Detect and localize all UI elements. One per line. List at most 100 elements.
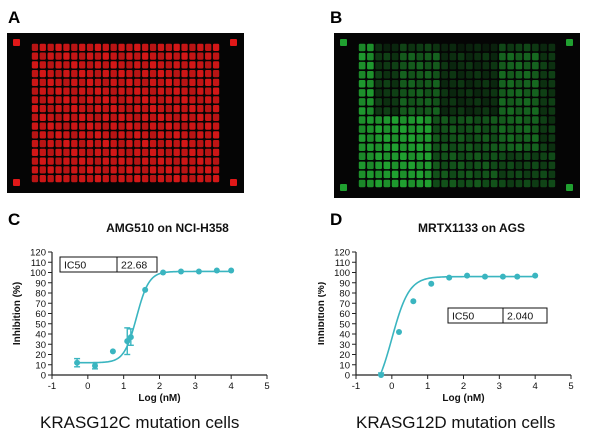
plate-well — [449, 80, 457, 88]
plate-well — [540, 179, 547, 188]
plate-well — [197, 113, 204, 121]
plate-a-image — [7, 33, 244, 193]
plate-well — [126, 61, 133, 69]
plate-well — [540, 70, 547, 79]
plate-well — [79, 166, 86, 174]
plate-well — [86, 61, 94, 69]
plate-well — [457, 80, 465, 88]
plate-well — [86, 96, 94, 104]
y-tick-label: 50 — [35, 319, 46, 330]
plate-well — [532, 116, 539, 124]
plate-well — [149, 113, 157, 121]
plate-well — [441, 134, 448, 142]
plate-well — [79, 78, 86, 86]
y-tick-label: 30 — [35, 340, 46, 351]
plate-well — [375, 125, 382, 133]
plate-well — [181, 113, 188, 121]
plate-well — [47, 148, 54, 156]
plate-well — [173, 122, 180, 130]
x-tick-label: -1 — [48, 381, 56, 392]
plate-well — [173, 87, 180, 95]
plate-well — [416, 134, 424, 142]
plate-well — [441, 179, 448, 188]
plate-well — [466, 43, 473, 52]
plate-well — [118, 105, 125, 113]
plate-well — [126, 43, 133, 51]
plate-well — [212, 43, 220, 51]
plate-well — [408, 61, 415, 70]
plate-well — [367, 125, 374, 133]
plate-well — [31, 52, 39, 60]
plate-well — [375, 80, 382, 88]
plate-well — [416, 152, 424, 161]
plate-well — [212, 52, 220, 60]
plate-well — [441, 125, 448, 133]
plate-well — [523, 161, 531, 170]
plate-well — [540, 52, 547, 61]
plate-well — [142, 131, 149, 139]
plate-well — [383, 43, 391, 52]
data-point — [396, 328, 402, 335]
plate-well — [157, 52, 165, 60]
plate-well — [466, 70, 473, 79]
plate-well — [408, 98, 415, 106]
plate-well — [165, 166, 172, 174]
plate-well — [507, 170, 514, 179]
plate-well — [449, 107, 457, 115]
plate-well — [47, 113, 54, 121]
plate-well — [181, 122, 188, 130]
plate-well — [110, 70, 117, 78]
plate-well — [490, 43, 498, 52]
plate-well — [79, 113, 86, 121]
plate-well — [532, 52, 539, 61]
plate-well — [134, 131, 141, 139]
plate-well — [71, 122, 78, 130]
plate-well — [205, 70, 212, 78]
plate-well — [102, 52, 109, 60]
plate-well — [63, 96, 70, 104]
ic50-label: IC50 — [64, 260, 86, 272]
plate-well — [94, 175, 102, 183]
plate-well — [181, 157, 188, 165]
plate-well — [142, 140, 149, 148]
y-tick-label: 90 — [35, 278, 46, 289]
plate-well — [94, 61, 102, 69]
plate-well — [63, 122, 70, 130]
plate-well — [71, 96, 78, 104]
plate-well — [383, 107, 391, 115]
plate-well — [482, 161, 490, 170]
plate-well — [499, 98, 506, 106]
plate-well — [433, 134, 440, 142]
plate-well — [71, 52, 78, 60]
plate-well — [400, 107, 407, 115]
plate-well — [173, 61, 180, 69]
plate-well — [94, 157, 102, 165]
plate-well — [482, 98, 490, 106]
plate-well — [433, 80, 440, 88]
plate-well — [499, 134, 506, 142]
plate-well — [523, 116, 531, 124]
plate-well — [523, 61, 531, 70]
plate-well — [118, 148, 125, 156]
plate-well — [94, 113, 102, 121]
plate-well — [63, 70, 70, 78]
data-point — [127, 334, 134, 341]
plate-well — [189, 140, 196, 148]
plate-well — [367, 61, 374, 70]
fit-curve — [77, 270, 232, 364]
plate-well — [55, 166, 62, 174]
plate-well — [47, 122, 54, 130]
plate-well — [408, 152, 415, 161]
plate-well — [457, 143, 465, 151]
plate-well — [424, 152, 432, 161]
plate-well — [134, 175, 141, 183]
plate-well — [86, 52, 94, 60]
plate-well — [205, 166, 212, 174]
plate-well — [367, 152, 374, 161]
plate-well — [532, 161, 539, 170]
plate-well — [39, 61, 46, 69]
plate-well — [400, 170, 407, 179]
plate-well — [181, 166, 188, 174]
plate-well — [157, 87, 165, 95]
plate-well — [515, 134, 523, 142]
